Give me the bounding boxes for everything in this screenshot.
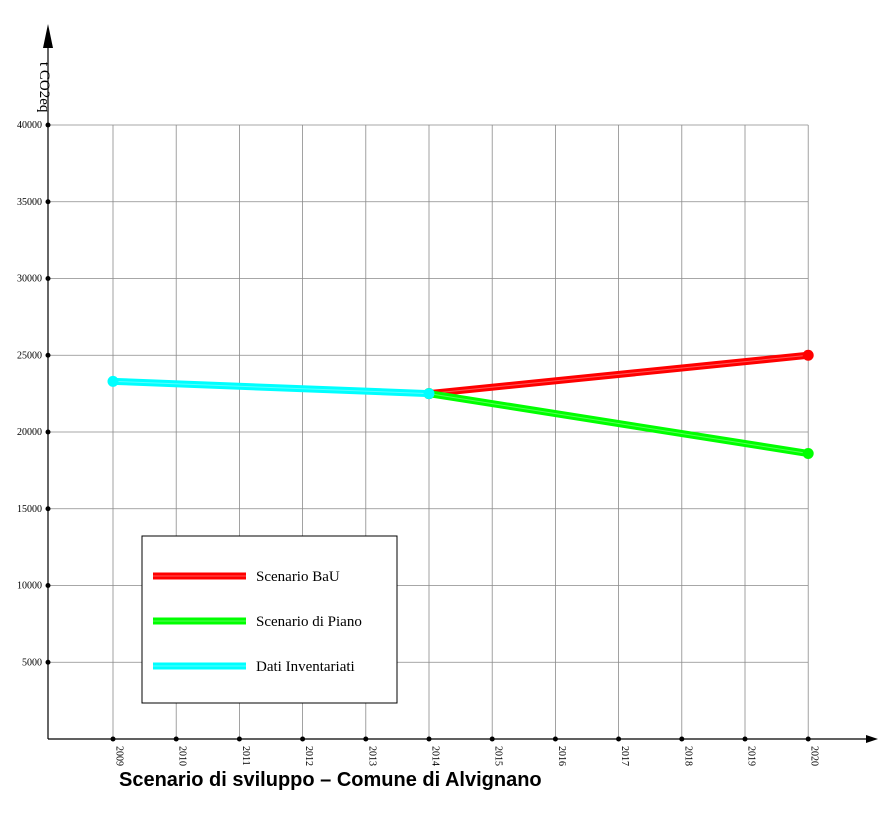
x-tick-label: 2019 [746, 746, 757, 766]
x-tick-label: 2013 [366, 746, 377, 766]
y-tick-label: 15000 [17, 504, 42, 515]
grid [48, 124, 809, 739]
y-tick-dot [45, 429, 51, 435]
y-tick-label: 30000 [17, 274, 42, 285]
y-tick-dot [45, 122, 51, 128]
legend: Scenario BaU Scenario di Piano Dati Invent… [141, 535, 398, 704]
x-tick-label: 2012 [303, 746, 314, 766]
chart-caption: Scenario di sviluppo – Comune di Alvigna… [119, 769, 542, 791]
x-tick-dot [110, 736, 116, 742]
axes [43, 24, 878, 743]
x-tick-dot [552, 736, 558, 742]
x-tick-label: 2017 [619, 746, 630, 766]
y-tick-dot [45, 199, 51, 205]
y-tick-label: 40000 [17, 120, 42, 131]
y-tick-dot [45, 583, 51, 588]
x-tick-dot [173, 736, 179, 742]
y-tick-dot [45, 506, 51, 512]
data-point [802, 447, 814, 459]
x-tick-dot [805, 736, 811, 742]
x-tick-label: 2015 [493, 746, 504, 766]
x-tick-label: 2011 [240, 746, 251, 766]
y-tick-dot [45, 352, 51, 358]
data-point [107, 375, 119, 387]
x-tick-dot [489, 736, 495, 742]
series-line-highlight [112, 380, 430, 395]
y-tick-label: 25000 [17, 350, 42, 361]
x-tick-label: 2020 [809, 746, 820, 766]
y-axis-label: t CO2eq [36, 62, 52, 113]
x-tick-dot [236, 736, 242, 742]
y-tick-label: 20000 [17, 427, 42, 438]
x-tick-label: 2018 [682, 746, 693, 766]
series-line-highlight [428, 354, 809, 395]
x-tick-label: 2016 [556, 746, 567, 766]
x-tick-label: 2010 [177, 746, 188, 766]
x-tick-dot [363, 736, 369, 742]
data-point [802, 349, 814, 361]
x-tick-dot [742, 736, 748, 742]
x-tick-label: 2009 [114, 746, 125, 766]
x-tick-label: 2014 [430, 746, 441, 766]
x-tick-dot [426, 736, 432, 742]
legend-label: Scenario BaU [256, 569, 340, 585]
series-lines [107, 349, 814, 459]
legend-label: Scenario di Piano [256, 614, 362, 630]
x-tick-dot [300, 736, 306, 742]
data-point [423, 388, 435, 400]
legend-label: Dati Inventariati [256, 659, 355, 675]
y-tick-label: 10000 [17, 581, 42, 592]
x-tick-dot [616, 736, 622, 742]
series-line [428, 351, 809, 398]
y-tick-label: 5000 [22, 657, 42, 668]
series-line [428, 390, 809, 457]
y-axis-arrow [43, 24, 53, 48]
series-line-highlight [428, 393, 809, 454]
y-tick-label: 35000 [17, 197, 42, 208]
series-line [112, 377, 430, 398]
x-tick-dot [679, 736, 685, 742]
ticks: 5000 10000 15000 20000 25000 30000 35000 40000 2… [17, 120, 820, 766]
y-tick-dot [45, 276, 51, 281]
x-axis-arrow [866, 735, 878, 743]
y-tick-dot [45, 659, 51, 665]
